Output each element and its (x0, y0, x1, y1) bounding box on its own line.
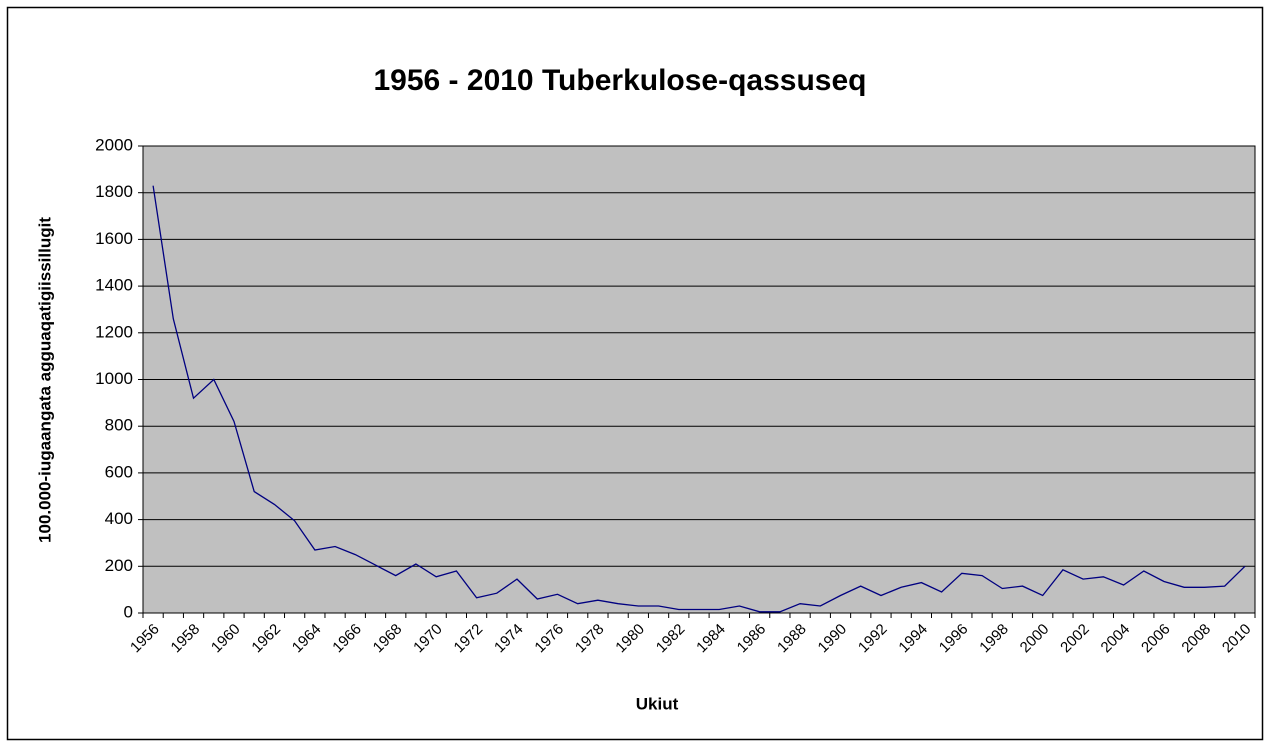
x-axis-label: Ukiut (636, 694, 679, 713)
y-tick-label: 1400 (95, 276, 133, 295)
y-tick-label: 400 (105, 509, 133, 528)
y-tick-label: 800 (105, 416, 133, 435)
chart-title: 1956 - 2010 Tuberkulose-qassuseq (373, 64, 866, 97)
y-tick-label: 1600 (95, 229, 133, 248)
y-tick-label: 0 (124, 602, 133, 621)
y-tick-label: 1200 (95, 322, 133, 341)
data-line (152, 185, 1246, 613)
y-tick-label: 1800 (95, 182, 133, 201)
y-tick-label: 600 (105, 462, 133, 481)
y-tick-label: 200 (105, 556, 133, 575)
y-tick-label: 1000 (95, 369, 133, 388)
y-tick-label: 2000 (95, 135, 133, 154)
plot-border (142, 145, 1256, 614)
y-axis-label: 100.000-iugaangata agguaqatigiissillugit (35, 217, 54, 543)
